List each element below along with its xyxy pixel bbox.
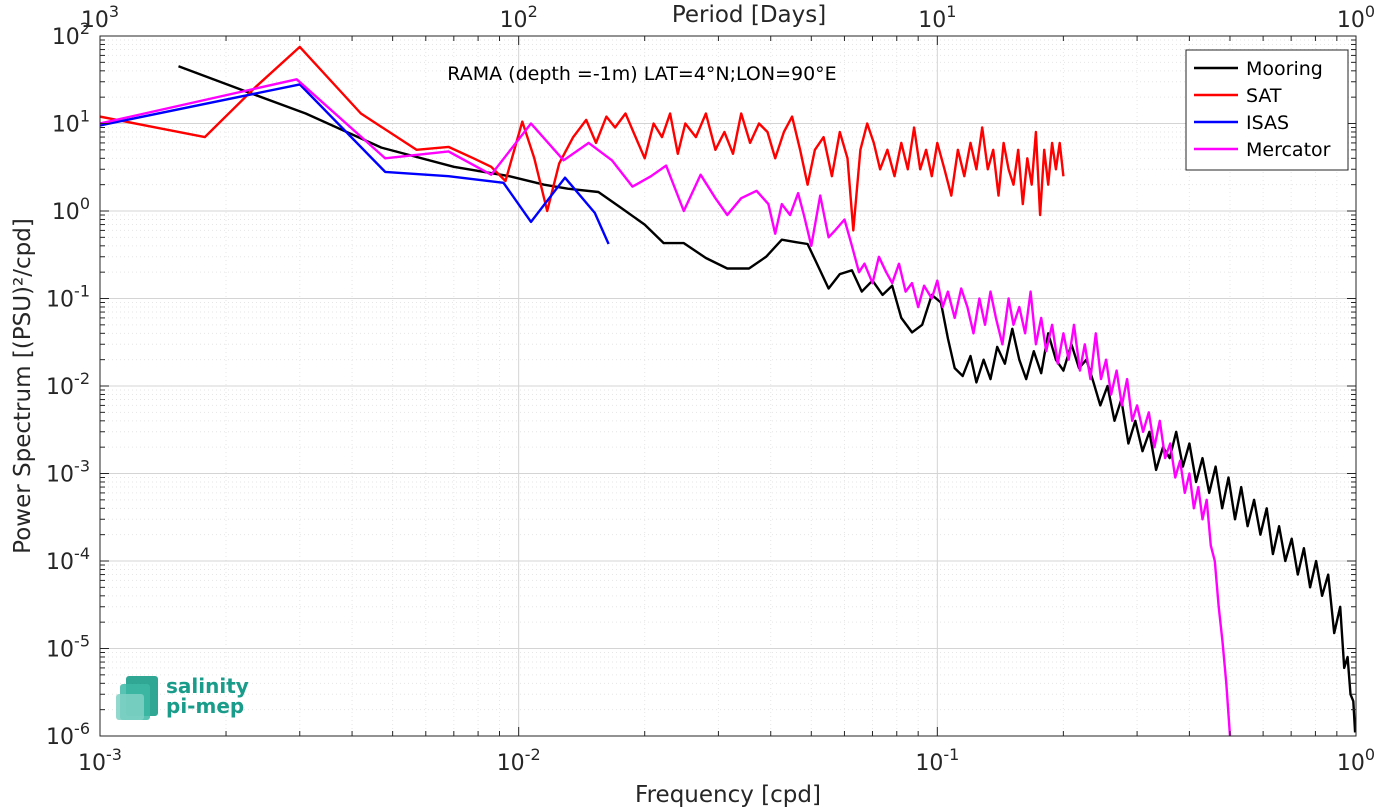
- series-line-isas: [100, 83, 610, 245]
- y-tick-label: 10-1: [46, 282, 90, 313]
- series-line-mercator: [100, 78, 1232, 736]
- x2-tick-label: 103: [81, 2, 119, 33]
- logo-text-salinity: salinity: [166, 674, 249, 698]
- x-tick-label: 10-1: [915, 745, 959, 776]
- series-line-mooring: [178, 65, 1356, 733]
- series-layer: [100, 45, 1356, 736]
- x2-tick-label: 100: [1337, 2, 1375, 33]
- salinity-pi-mep-logo: salinity pi-mep: [116, 674, 249, 720]
- y-tick-label: 102: [52, 19, 90, 50]
- y-tick-label: 10-3: [46, 457, 90, 488]
- legend: Mooring SAT ISAS Mercator: [1185, 49, 1349, 171]
- x-tick-label: 10-2: [497, 745, 541, 776]
- y-axis-label: Power Spectrum [(PSU)²/cpd]: [10, 218, 36, 554]
- legend-label-sat: SAT: [1246, 85, 1282, 107]
- legend-label-mercator: Mercator: [1246, 139, 1331, 161]
- x-tick-label: 100: [1337, 745, 1375, 776]
- x2-tick-label: 102: [500, 2, 538, 33]
- y-tick-label: 100: [52, 194, 90, 225]
- y-tick-label: 10-4: [46, 544, 90, 575]
- logo-text-pimep: pi-mep: [166, 694, 244, 718]
- x2-tick-label: 101: [918, 2, 956, 33]
- tick-marks: [99, 36, 1356, 737]
- legend-label-isas: ISAS: [1246, 112, 1289, 134]
- series-line-sat: [100, 45, 1065, 232]
- y-tick-label: 101: [52, 107, 90, 138]
- y-tick-label: 10-5: [46, 632, 90, 663]
- y-tick-label: 10-6: [46, 719, 90, 750]
- top-axis-label: Period [Days]: [672, 2, 826, 28]
- logo-mark-icon: [116, 676, 158, 720]
- y-tick-label: 10-2: [46, 369, 90, 400]
- x-axis-label: Frequency [cpd]: [635, 782, 821, 808]
- legend-label-mooring: Mooring: [1246, 58, 1323, 80]
- chart-title: RAMA (depth =-1m) LAT=4°N;LON=90°E: [447, 63, 836, 85]
- x-tick-label: 10-3: [78, 745, 122, 776]
